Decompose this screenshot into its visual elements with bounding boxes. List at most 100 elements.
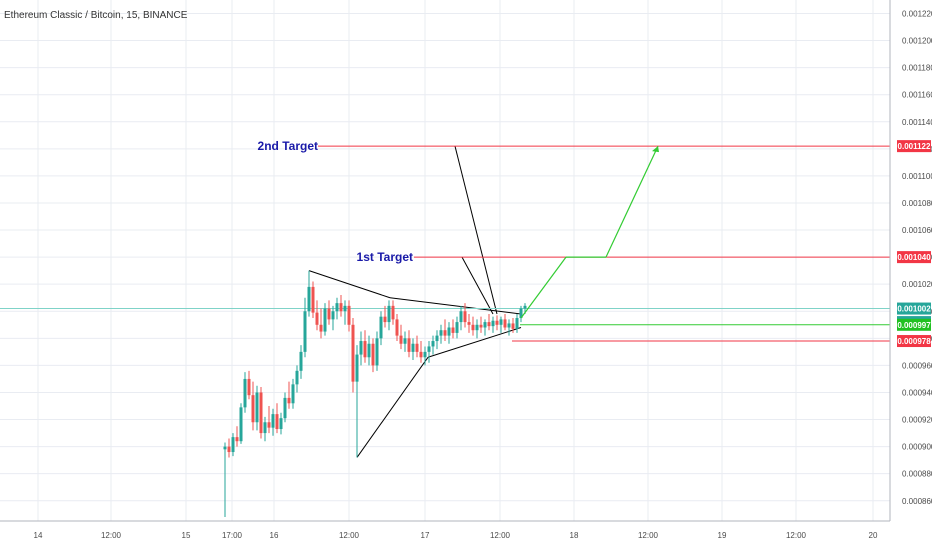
price-badge-label: 0.000978 xyxy=(897,337,931,346)
grid xyxy=(0,0,890,521)
candle xyxy=(355,345,359,458)
candle xyxy=(263,416,267,442)
candle xyxy=(407,330,411,358)
candle-body xyxy=(411,343,415,352)
candle-body xyxy=(271,414,275,428)
candle-body xyxy=(435,335,439,342)
candle-body xyxy=(415,343,419,352)
candle xyxy=(395,313,399,342)
candle-body xyxy=(371,343,375,366)
candle-body xyxy=(507,323,511,328)
x-tick-label: 14 xyxy=(34,531,43,540)
y-tick-label: 0.001100 xyxy=(902,172,932,181)
candle xyxy=(515,313,519,333)
x-tick-label: 17 xyxy=(421,531,430,540)
candle-body xyxy=(283,397,287,419)
candle-body xyxy=(451,327,455,333)
candle xyxy=(223,442,227,517)
price-badge: 0.000997 xyxy=(897,318,931,331)
candle xyxy=(275,403,279,434)
candle xyxy=(383,305,387,328)
candle xyxy=(495,315,499,331)
candle xyxy=(291,378,295,409)
candle-body xyxy=(487,322,491,327)
candle xyxy=(379,311,383,346)
candle xyxy=(399,324,403,350)
candle-body xyxy=(331,311,335,320)
candle xyxy=(247,370,251,400)
candle xyxy=(467,313,471,333)
x-tick-label: 12:00 xyxy=(490,531,511,540)
candle xyxy=(307,270,311,317)
candle-body xyxy=(263,422,267,434)
candle-body xyxy=(335,303,339,312)
candle-body xyxy=(367,343,371,358)
candle-body xyxy=(347,305,351,325)
candle-body xyxy=(255,392,259,423)
candle xyxy=(339,295,343,317)
price-badge-bg xyxy=(897,140,931,153)
price-badge-bg xyxy=(897,251,931,264)
candle-body xyxy=(311,286,315,313)
candle xyxy=(471,316,475,336)
x-tick-label: 19 xyxy=(718,531,727,540)
price-badge: 0.001002 xyxy=(897,302,931,315)
candle-body xyxy=(359,341,363,355)
candle xyxy=(239,403,243,444)
price-badge-bg xyxy=(897,335,931,348)
candle-body xyxy=(499,319,503,325)
projection-arrow xyxy=(652,146,659,153)
x-tick-label: 17:00 xyxy=(222,531,243,540)
candle-body xyxy=(503,319,507,328)
candle xyxy=(375,331,379,371)
price-badge-bg xyxy=(897,318,931,331)
candles xyxy=(223,270,527,517)
candle-body xyxy=(447,327,451,336)
candle-body xyxy=(495,320,499,325)
trendline xyxy=(389,297,522,315)
trendlines xyxy=(308,146,522,458)
candle xyxy=(311,281,315,319)
candle-body xyxy=(511,323,515,329)
candle-body xyxy=(443,330,447,336)
candle xyxy=(459,305,463,331)
candle-body xyxy=(383,316,387,323)
candle xyxy=(335,297,339,320)
candle-body xyxy=(455,322,459,333)
price-badge-bg xyxy=(897,302,931,315)
y-tick-label: 0.001160 xyxy=(902,91,932,100)
candle-body xyxy=(323,308,327,332)
candle xyxy=(255,385,259,431)
candle-body xyxy=(267,422,271,428)
candle-body xyxy=(355,354,359,382)
candle xyxy=(295,365,299,393)
candle xyxy=(455,316,459,339)
candle xyxy=(259,387,263,439)
candle-body xyxy=(235,437,239,442)
x-tick-label: 16 xyxy=(270,531,279,540)
candle xyxy=(367,335,371,366)
candle-body xyxy=(291,384,295,404)
candle-body xyxy=(319,324,323,332)
y-tick-label: 0.001180 xyxy=(902,64,932,73)
candle xyxy=(331,305,335,331)
x-tick-label: 12:00 xyxy=(638,531,659,540)
candle xyxy=(499,316,503,333)
price-levels xyxy=(0,145,890,342)
candle xyxy=(363,330,367,363)
candle xyxy=(347,300,351,332)
candle xyxy=(427,341,431,363)
candle xyxy=(359,331,363,366)
candle xyxy=(435,330,439,350)
x-tick-label: 12:00 xyxy=(339,531,360,540)
candle-body xyxy=(395,319,399,336)
candle-body xyxy=(327,308,331,320)
candle-body xyxy=(475,324,479,331)
